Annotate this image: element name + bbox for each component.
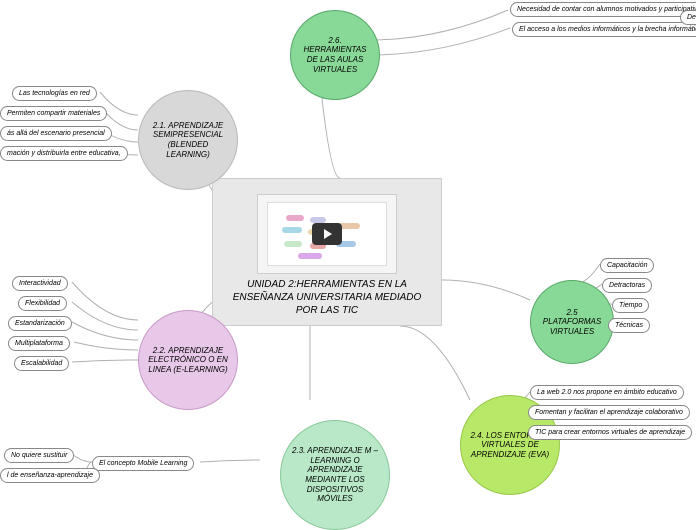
- leaf-node[interactable]: El concepto Mobile Learning: [92, 456, 194, 471]
- branch-node[interactable]: 2.1. APRENDIZAJE SEMIPRESENCIAL (BLENDED…: [138, 90, 238, 190]
- leaf-node[interactable]: Tiempo: [612, 298, 649, 313]
- leaf-node[interactable]: Flexibilidad: [18, 296, 67, 311]
- leaf-node[interactable]: l de enseñanza-aprendizaje: [0, 468, 100, 483]
- video-thumbnail[interactable]: [257, 194, 397, 274]
- branch-node[interactable]: 2.6. HERRAMIENTAS DE LAS AULAS VIRTUALES: [290, 10, 380, 100]
- leaf-node[interactable]: Estandarización: [8, 316, 72, 331]
- leaf-node[interactable]: Escalabilidad: [14, 356, 69, 371]
- leaf-node[interactable]: Técnicas: [608, 318, 650, 333]
- mini-node: [282, 227, 302, 233]
- leaf-node[interactable]: Multiplataforma: [8, 336, 70, 351]
- leaf-node[interactable]: Permiten compartir materiales: [0, 106, 107, 121]
- central-title: UNIDAD 2:HERRAMIENTAS EN LA ENSEÑANZA UN…: [221, 278, 433, 317]
- leaf-node[interactable]: Capacitación: [600, 258, 654, 273]
- play-icon[interactable]: [312, 223, 342, 245]
- leaf-node[interactable]: TIC para crear entornos virtuales de apr…: [528, 425, 692, 440]
- leaf-node[interactable]: No quiere sustituir: [4, 448, 74, 463]
- mini-node: [284, 241, 302, 247]
- leaf-node[interactable]: mación y distribuirla entre educativa,: [0, 146, 128, 161]
- leaf-node[interactable]: Desve: [680, 10, 696, 25]
- branch-node[interactable]: 2.2. APRENDIZAJE ELECTRÓNICO O EN LINEA …: [138, 310, 238, 410]
- mini-node: [298, 253, 322, 259]
- mini-node: [286, 215, 304, 221]
- leaf-node[interactable]: Las tecnologías en red: [12, 86, 97, 101]
- leaf-node[interactable]: Fomentan y facilitan el aprendizaje cola…: [528, 405, 690, 420]
- central-node[interactable]: UNIDAD 2:HERRAMIENTAS EN LA ENSEÑANZA UN…: [212, 178, 442, 326]
- branch-node[interactable]: 2.3. APRENDIZAJE M – LEARNING O APRENDIZ…: [280, 420, 390, 530]
- leaf-node[interactable]: El acceso a los medios informáticos y la…: [512, 22, 696, 37]
- leaf-node[interactable]: La web 2.0 nos propone en ámbito educati…: [530, 385, 684, 400]
- branch-node[interactable]: 2.5 PLATAFORMAS VIRTUALES: [530, 280, 614, 364]
- leaf-node[interactable]: Interactividad: [12, 276, 68, 291]
- leaf-node[interactable]: Detractoras: [602, 278, 652, 293]
- leaf-node[interactable]: ás allá del escenario presencial: [0, 126, 112, 141]
- leaf-node[interactable]: Necesidad de contar con alumnos motivado…: [510, 2, 696, 17]
